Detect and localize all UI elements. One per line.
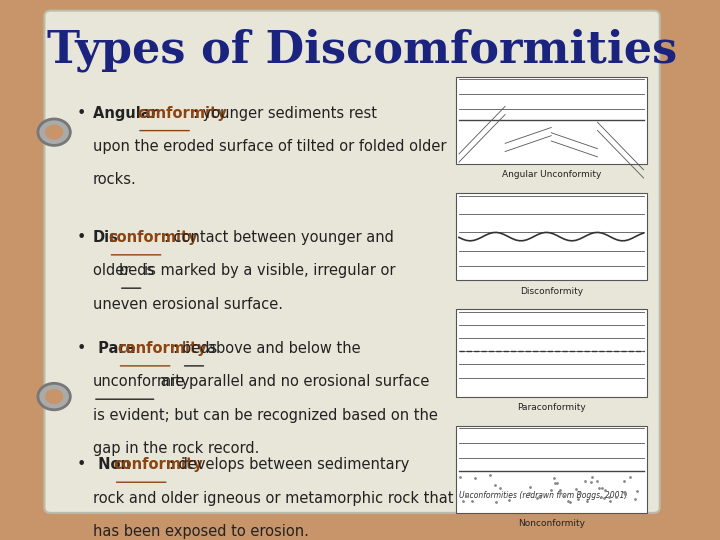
Text: unconformity: unconformity	[93, 374, 191, 389]
FancyBboxPatch shape	[456, 426, 647, 513]
Text: : younger sediments rest: : younger sediments rest	[193, 106, 377, 121]
Text: : develops between sedimentary: : develops between sedimentary	[169, 457, 410, 472]
Text: are parallel and no erosional surface: are parallel and no erosional surface	[156, 374, 430, 389]
Text: gap in the rock record.: gap in the rock record.	[93, 441, 259, 456]
Text: •: •	[77, 230, 86, 245]
Text: has been exposed to erosion.: has been exposed to erosion.	[93, 524, 309, 539]
Text: Para: Para	[93, 341, 135, 356]
Text: :: :	[174, 341, 183, 356]
Text: is marked by a visible, irregular or: is marked by a visible, irregular or	[143, 264, 395, 278]
Text: Disconformity: Disconformity	[520, 287, 582, 295]
Text: Types of Discomformities: Types of Discomformities	[47, 29, 677, 72]
Text: Unconformities (redrawn from Boggs, 2001): Unconformities (redrawn from Boggs, 2001…	[459, 491, 627, 500]
Text: beds: beds	[119, 264, 159, 278]
Text: beds: beds	[181, 341, 222, 356]
Text: •: •	[77, 457, 86, 472]
Text: Dis: Dis	[93, 230, 119, 245]
Text: Non: Non	[93, 457, 131, 472]
Circle shape	[45, 390, 63, 403]
Text: Paraconformity: Paraconformity	[517, 403, 585, 412]
FancyBboxPatch shape	[456, 77, 647, 164]
Text: conformity: conformity	[114, 457, 203, 472]
Text: rock and older igneous or metamorphic rock that: rock and older igneous or metamorphic ro…	[93, 491, 454, 505]
Text: uneven erosional surface.: uneven erosional surface.	[93, 296, 283, 312]
Text: rocks.: rocks.	[93, 172, 137, 187]
Text: conformity: conformity	[109, 230, 198, 245]
Text: older: older	[93, 264, 135, 278]
Circle shape	[38, 383, 71, 410]
Text: Nonconformity: Nonconformity	[518, 519, 585, 528]
Text: conformity: conformity	[137, 106, 227, 121]
Text: conformity: conformity	[117, 341, 207, 356]
Circle shape	[38, 119, 71, 145]
Text: upon the eroded surface of tilted or folded older: upon the eroded surface of tilted or fol…	[93, 139, 446, 154]
Text: : contact between younger and: : contact between younger and	[164, 230, 394, 245]
Text: above and below the: above and below the	[207, 341, 361, 356]
FancyBboxPatch shape	[456, 193, 647, 280]
FancyBboxPatch shape	[45, 11, 660, 513]
Circle shape	[45, 125, 63, 139]
Text: •: •	[77, 341, 86, 356]
FancyBboxPatch shape	[456, 309, 647, 396]
Text: is evident; but can be recognized based on the: is evident; but can be recognized based …	[93, 408, 438, 423]
Text: Angular: Angular	[93, 106, 163, 121]
Text: Angular Unconformity: Angular Unconformity	[502, 170, 601, 179]
Text: •: •	[77, 106, 86, 121]
